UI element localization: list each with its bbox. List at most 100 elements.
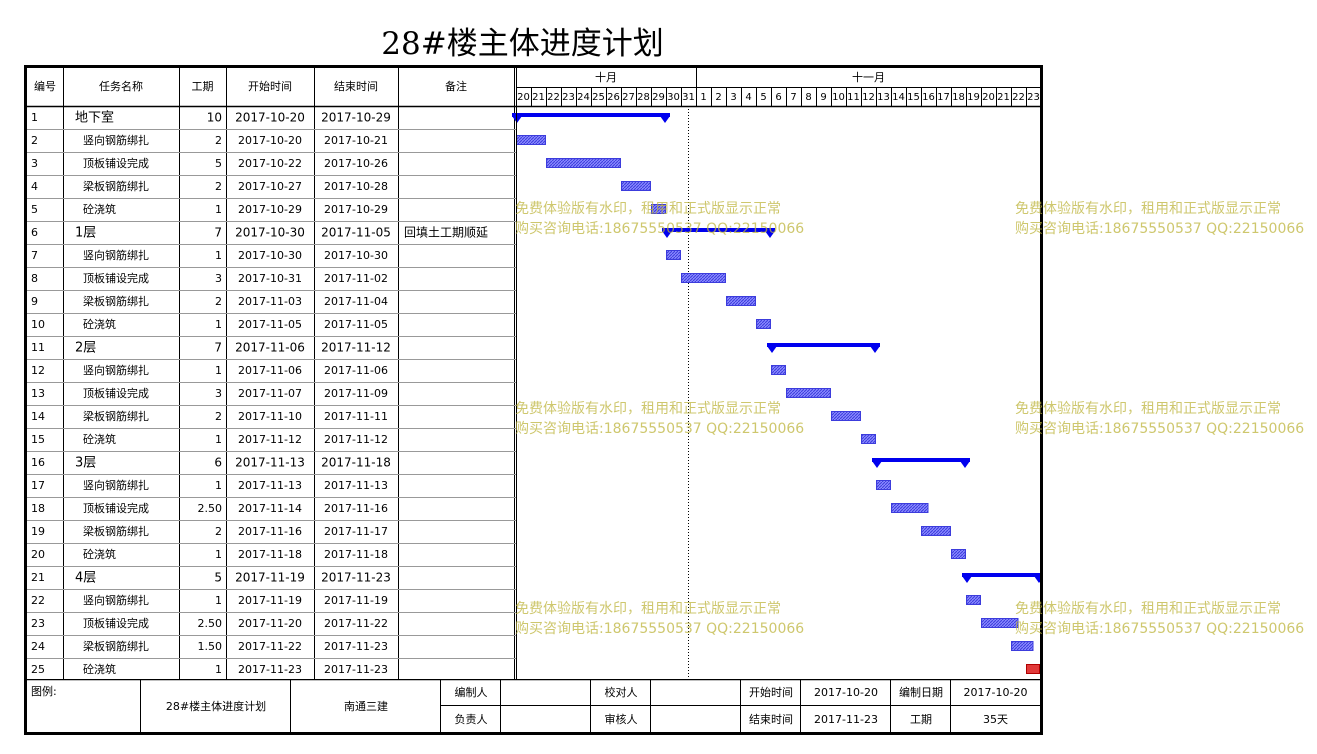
task-bar[interactable] <box>786 388 831 398</box>
task-duration: 1 <box>215 203 222 216</box>
task-end: 2017-11-22 <box>324 617 388 630</box>
task-end: 2017-11-23 <box>324 663 388 676</box>
task-bar[interactable] <box>921 526 951 536</box>
task-name: 梁板钢筋绑扎 <box>83 179 149 193</box>
task-start: 2017-11-22 <box>238 640 302 653</box>
task-duration: 2 <box>215 525 222 538</box>
task-end: 2017-11-04 <box>324 295 388 308</box>
day-label: 12 <box>862 92 875 103</box>
task-start: 2017-11-06 <box>235 341 305 355</box>
task-bar[interactable] <box>681 273 726 283</box>
reviewer-label: 审核人 <box>604 713 638 726</box>
task-bar[interactable] <box>651 204 666 214</box>
task-start: 2017-11-23 <box>238 663 302 676</box>
task-start: 2017-11-18 <box>238 548 302 561</box>
reviewer-value[interactable] <box>651 706 741 732</box>
task-bar[interactable] <box>981 618 1019 628</box>
task-start: 2017-11-07 <box>238 387 302 400</box>
task-end: 2017-10-26 <box>324 157 388 170</box>
project-name: 28#楼主体进度计划 <box>165 699 267 713</box>
task-duration: 2 <box>215 134 222 147</box>
task-bar[interactable] <box>516 135 546 145</box>
summary-bar[interactable] <box>662 228 775 232</box>
task-id: 21 <box>31 571 45 584</box>
day-label: 27 <box>622 92 635 103</box>
task-bar[interactable] <box>771 365 786 375</box>
day-label: 8 <box>805 92 811 103</box>
day-label: 28 <box>637 92 650 103</box>
task-name: 顶板铺设完成 <box>83 501 149 515</box>
prep-date-value[interactable]: 2017-10-20 <box>963 685 1028 699</box>
task-bar[interactable] <box>876 480 891 490</box>
summary-bar[interactable] <box>512 113 670 117</box>
task-bar[interactable] <box>951 549 966 559</box>
task-id: 17 <box>31 479 45 492</box>
day-label: 16 <box>922 92 935 103</box>
task-id: 3 <box>31 157 38 170</box>
duration-value[interactable]: 35天 <box>983 713 1008 726</box>
task-duration: 2.50 <box>198 617 223 630</box>
task-end: 2017-11-13 <box>324 479 388 492</box>
summary-bar-end-cap <box>660 116 670 123</box>
column-header-note: 备注 <box>445 79 467 93</box>
task-name: 3层 <box>75 456 96 471</box>
task-name: 砼浇筑 <box>83 317 116 331</box>
task-name: 顶板铺设完成 <box>83 386 149 400</box>
task-bar[interactable] <box>966 595 981 605</box>
day-label: 11 <box>847 92 860 103</box>
day-label: 3 <box>730 92 736 103</box>
footer-info-block: 图例: 28#楼主体进度计划 南通三建 编制人 校对人 开始时间 2017-10… <box>27 679 1040 732</box>
task-start: 2017-10-22 <box>238 157 302 170</box>
task-duration: 2 <box>215 180 222 193</box>
task-name: 竖向钢筋绑扎 <box>83 248 149 262</box>
task-end: 2017-11-11 <box>324 410 388 423</box>
task-end: 2017-10-29 <box>324 203 388 216</box>
start-date-value[interactable]: 2017-10-20 <box>814 685 878 699</box>
summary-bar-start-cap <box>962 576 972 583</box>
task-bar[interactable] <box>831 411 861 421</box>
prepared-by-value[interactable] <box>501 679 591 705</box>
day-label: 31 <box>682 92 695 103</box>
task-name: 竖向钢筋绑扎 <box>83 133 149 147</box>
task-start: 2017-11-20 <box>238 617 302 630</box>
summary-bar-start-cap <box>662 231 672 238</box>
day-label: 20 <box>517 92 530 103</box>
task-id: 4 <box>31 180 38 193</box>
task-start: 2017-10-30 <box>238 249 302 262</box>
task-bar[interactable] <box>546 158 621 168</box>
end-date-value[interactable]: 2017-11-23 <box>814 712 878 726</box>
day-label: 24 <box>577 92 590 103</box>
task-start: 2017-10-20 <box>238 134 302 147</box>
day-label: 10 <box>832 92 845 103</box>
responsible-value[interactable] <box>501 706 591 732</box>
prep-date-label: 编制日期 <box>899 686 943 699</box>
footer-grid-lines <box>27 679 1040 732</box>
task-bar[interactable] <box>1011 641 1034 651</box>
summary-bar[interactable] <box>767 343 880 347</box>
summary-bar[interactable] <box>962 573 1040 577</box>
day-label: 2 <box>715 92 721 103</box>
task-name: 顶板铺设完成 <box>83 271 149 285</box>
task-bar[interactable] <box>621 181 651 191</box>
task-start: 2017-11-05 <box>238 318 302 331</box>
day-label: 21 <box>997 92 1010 103</box>
task-bar[interactable] <box>726 296 756 306</box>
column-header-name: 任务名称 <box>99 79 143 93</box>
task-bar[interactable] <box>1026 664 1040 674</box>
task-end: 2017-10-29 <box>321 111 391 125</box>
task-start: 2017-11-06 <box>238 364 302 377</box>
checked-by-value[interactable] <box>651 679 741 705</box>
task-start: 2017-11-19 <box>238 594 302 607</box>
task-duration: 3 <box>215 387 222 400</box>
task-bar[interactable] <box>756 319 771 329</box>
task-bar[interactable] <box>891 503 929 513</box>
task-name: 砼浇筑 <box>83 202 116 216</box>
task-bar[interactable] <box>861 434 876 444</box>
summary-bar[interactable] <box>872 458 970 462</box>
duration-label: 工期 <box>910 713 932 726</box>
task-start: 2017-11-12 <box>238 433 302 446</box>
day-label: 22 <box>1012 92 1025 103</box>
task-name: 梁板钢筋绑扎 <box>83 524 149 538</box>
day-label: 21 <box>532 92 545 103</box>
task-bar[interactable] <box>666 250 681 260</box>
